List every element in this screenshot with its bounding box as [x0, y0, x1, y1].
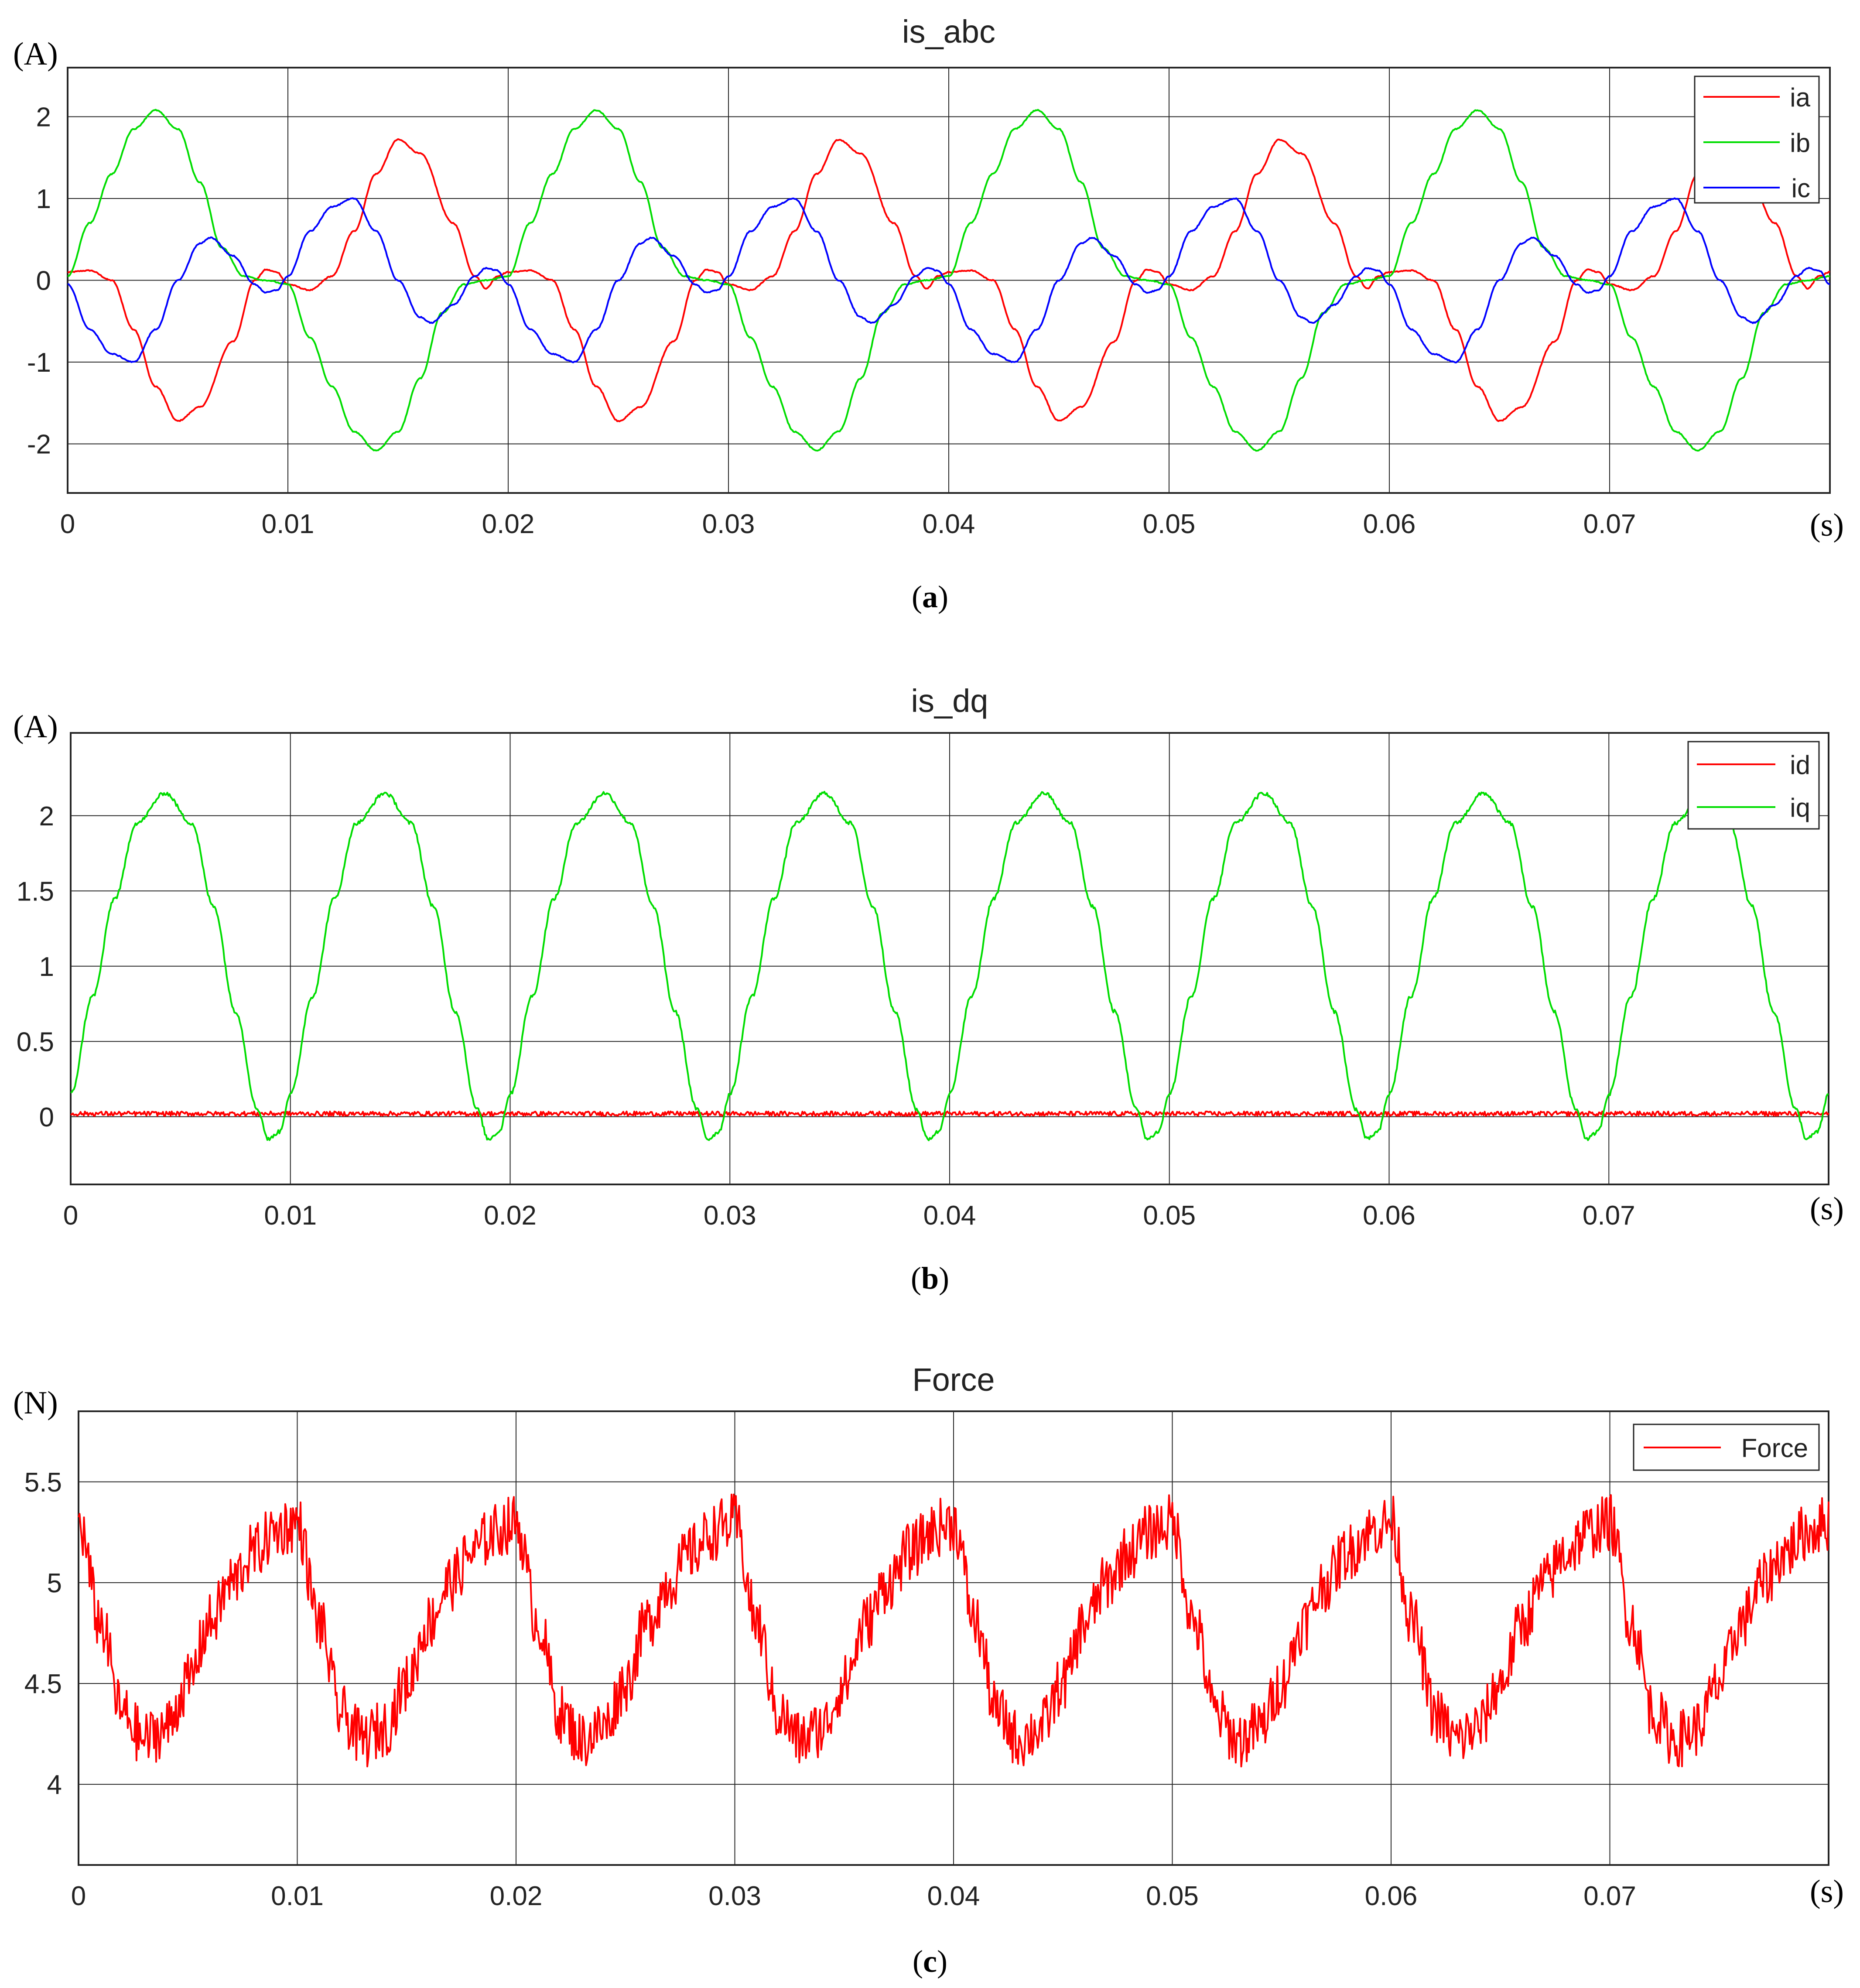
x-tick-label: 0.03 [702, 509, 755, 539]
y-unit-label: (N) [13, 1385, 58, 1421]
chart-panel-b: 00.511.52 0 0.01 0.02 0.03 0.04 0.05 0.06 0.07 … [13, 683, 1844, 1296]
caption: (a) [912, 579, 948, 614]
x-tick-label: 0.03 [704, 1201, 756, 1231]
y-tick-label: 5.5 [24, 1468, 62, 1498]
y-tick-label: 2 [36, 103, 51, 133]
y-tick-labels: 0 0.5 1 1.5 2 [17, 801, 54, 1133]
x-tick-label: 0.05 [1143, 1201, 1196, 1231]
y-tick-label: 0 [39, 1102, 54, 1133]
x-tick-label: 0 [60, 509, 75, 539]
legend-label: ic [1792, 174, 1810, 203]
y-unit-label: (A) [13, 709, 58, 745]
x-tick-label: 0.02 [490, 1881, 543, 1911]
y-tick-labels: -2 -1 0 1 2 [27, 103, 51, 460]
legend-label: ia [1790, 83, 1810, 112]
y-tick-label: 4.5 [24, 1669, 62, 1699]
chart-panel-c: 4 4.5 5 5.5 0 0.01 0.02 0.03 0.04 0.05 0.06 0.07 F… [13, 1362, 1844, 1979]
series-lines [70, 790, 1829, 1141]
legend: ia ib ic [1694, 75, 1820, 204]
y-tick-label: -1 [27, 348, 51, 378]
series-lines [67, 109, 1830, 452]
x-tick-labels: 0 0.01 0.02 0.03 0.04 0.05 0.06 0.07 [71, 1881, 1636, 1911]
series-lines [78, 1493, 1829, 1768]
x-unit-label: (s) [1810, 1874, 1844, 1909]
chart-title: is_dq [911, 683, 988, 719]
y-tick-label: 1.5 [17, 876, 54, 907]
x-tick-label: 0 [71, 1881, 86, 1911]
x-tick-label: 0 [63, 1201, 78, 1231]
x-tick-label: 0.07 [1583, 509, 1636, 539]
x-tick-labels: 0 0.01 0.02 0.03 0.04 0.05 0.06 0.07 [63, 1201, 1635, 1231]
y-tick-label: 1 [39, 952, 54, 982]
x-tick-label: 0.04 [923, 1201, 976, 1231]
chart-title: is_abc [902, 14, 995, 50]
series-line-ic [67, 197, 1830, 363]
x-unit-label: (s) [1810, 507, 1844, 543]
legend-label: ib [1790, 128, 1810, 157]
x-tick-label: 0.04 [927, 1881, 980, 1911]
series-line-iq [70, 790, 1829, 1141]
x-tick-label: 0.06 [1363, 1201, 1416, 1231]
x-unit-label: (s) [1810, 1191, 1844, 1227]
series-line-id [70, 1110, 1829, 1117]
x-tick-label: 0.02 [482, 509, 535, 539]
x-tick-label: 0.04 [923, 509, 975, 539]
y-tick-label: 5 [47, 1568, 62, 1598]
series-line-Force [78, 1493, 1829, 1768]
y-tick-label: 0.5 [17, 1027, 54, 1057]
chart-title: Force [912, 1362, 995, 1398]
x-tick-label: 0.03 [708, 1881, 761, 1911]
x-tick-label: 0.02 [484, 1201, 537, 1231]
caption: (b) [911, 1261, 949, 1296]
x-tick-label: 0.05 [1146, 1881, 1199, 1911]
legend-label: iq [1790, 793, 1810, 822]
legend-label: id [1790, 750, 1810, 780]
x-tick-label: 0.07 [1583, 1201, 1635, 1231]
grid [68, 68, 1830, 493]
x-tick-label: 0.07 [1583, 1881, 1636, 1911]
x-tick-label: 0.05 [1143, 509, 1196, 539]
y-tick-label: 1 [36, 184, 51, 214]
x-tick-label: 0.01 [271, 1881, 324, 1911]
x-tick-labels: 0 0.01 0.02 0.03 0.04 0.05 0.06 0.07 [60, 509, 1636, 539]
grid [79, 1411, 1829, 1865]
x-tick-label: 0.01 [262, 509, 315, 539]
legend-box [1687, 741, 1820, 830]
legend: id iq [1687, 741, 1820, 830]
caption: (c) [913, 1944, 947, 1979]
legend: Force [1633, 1423, 1820, 1471]
legend-label: Force [1741, 1434, 1808, 1463]
grid [71, 733, 1829, 1184]
y-tick-label: -2 [27, 430, 51, 460]
series-line-ib [67, 109, 1830, 452]
y-tick-label: 2 [39, 801, 54, 831]
y-tick-labels: 4 4.5 5 5.5 [24, 1468, 62, 1800]
y-unit-label: (A) [13, 36, 58, 72]
x-tick-label: 0.06 [1365, 1881, 1418, 1911]
x-tick-label: 0.06 [1363, 509, 1416, 539]
y-tick-label: 4 [47, 1770, 62, 1800]
series-line-ia [67, 138, 1830, 422]
x-tick-label: 0.01 [264, 1201, 317, 1231]
chart-panel-a: -2 -1 0 1 2 0 0.01 0.02 0.03 0.04 0.05 0.06 0.07 is… [13, 14, 1844, 614]
y-tick-label: 0 [36, 266, 51, 296]
